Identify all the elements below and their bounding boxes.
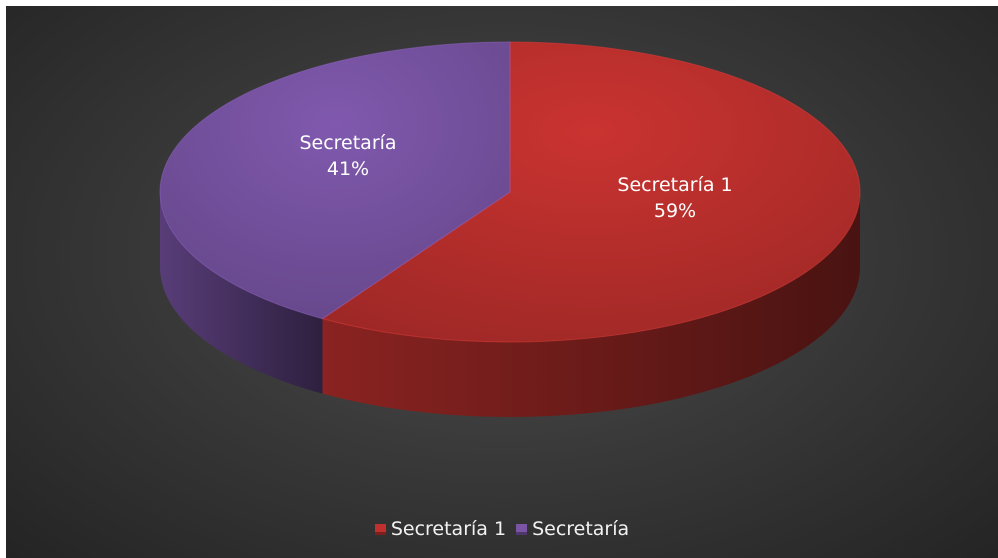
legend-swatch (374, 523, 386, 535)
data-label-name: Secretaría (299, 132, 397, 154)
data-label-secretaria-1: Secretaría 1 59% (617, 172, 732, 224)
pie-chart (159, 41, 861, 418)
pie-side-secretar-a (159, 192, 323, 394)
pie-slice-secretar-a (159, 41, 511, 320)
data-label-percent: 59% (653, 200, 697, 222)
data-label-secretaria: Secretaría 41% (299, 130, 396, 182)
chart-area: Secretaría 1 59% Secretaría 41% Secretar… (6, 6, 998, 558)
data-label-name: Secretaría 1 (617, 174, 733, 196)
pie-slice-secretar-a-1 (321, 41, 861, 343)
legend-item-secretaria-1: Secretaría 1 (374, 518, 507, 540)
pie-side-secretar-a-1 (322, 192, 860, 418)
legend: Secretaría 1 Secretaría (6, 518, 998, 540)
legend-label: Secretaría (532, 518, 630, 540)
legend-swatch (516, 523, 528, 535)
data-label-percent: 41% (326, 158, 370, 180)
legend-item-secretaria: Secretaría (516, 518, 629, 540)
legend-label: Secretaría 1 (390, 518, 507, 540)
